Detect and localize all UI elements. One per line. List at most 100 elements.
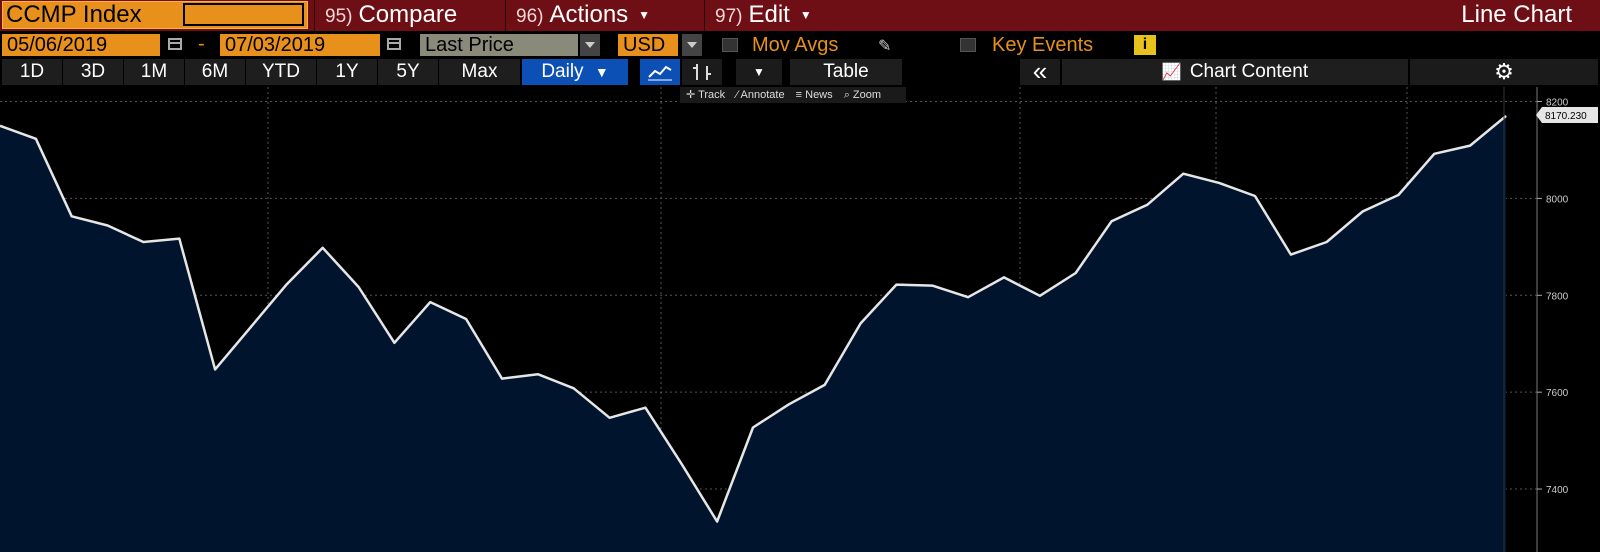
data-point: [895, 284, 897, 286]
chart-tools: ✛ Track ⁄ Annotate ≡ News ⌕ Zoom: [680, 87, 906, 103]
annotate-tool[interactable]: ⁄ Annotate: [736, 89, 785, 101]
zoom-label: Zoom: [852, 89, 882, 101]
range-1d-button[interactable]: 1D: [2, 59, 62, 85]
zoom-tool[interactable]: ⌕ Zoom: [843, 89, 882, 101]
data-point: [1505, 115, 1507, 117]
bar-chart-icon[interactable]: [682, 59, 722, 85]
data-point: [429, 301, 431, 303]
actions-menu-label: Actions: [549, 1, 629, 28]
data-point: [537, 373, 539, 375]
price-area: [0, 116, 1506, 552]
edit-menu-label: Edit: [748, 1, 790, 28]
currency-dropdown[interactable]: [682, 34, 702, 56]
data-point: [680, 462, 682, 464]
data-point: [465, 318, 467, 320]
annotate-label: Annotate: [740, 89, 785, 101]
track-tool[interactable]: ✛ Track: [686, 89, 726, 101]
data-point: [71, 215, 73, 217]
data-point: [1362, 210, 1364, 212]
data-points: [0, 115, 1507, 522]
chart-type-dropdown-icon[interactable]: ▼: [736, 59, 782, 85]
start-date-field[interactable]: 05/06/2019: [2, 34, 160, 56]
y-tick-label: 7800: [1546, 291, 1569, 302]
edit-menu[interactable]: 97) Edit ▼: [704, 0, 852, 31]
key-events-label[interactable]: Key Events: [992, 34, 1094, 56]
chevron-down-icon: ▼: [594, 64, 609, 80]
data-point: [1397, 194, 1399, 196]
data-point: [1433, 153, 1435, 155]
calendar-icon[interactable]: [168, 38, 182, 50]
y-tick-label: 7600: [1546, 388, 1569, 399]
y-tick-label: 8000: [1546, 194, 1569, 205]
compare-menu[interactable]: 95) Compare: [314, 0, 505, 31]
data-point: [1146, 204, 1148, 206]
end-date-field[interactable]: 07/03/2019: [220, 34, 380, 56]
collapse-icon[interactable]: «: [1020, 58, 1060, 85]
calendar-icon[interactable]: [387, 38, 401, 50]
last-value-label: 8170.230: [1536, 106, 1598, 123]
data-point: [0, 125, 1, 127]
data-point: [716, 520, 718, 522]
range-3d-button[interactable]: 3D: [63, 59, 123, 85]
chart-content-label: Chart Content: [1189, 61, 1309, 82]
line-chart-icon[interactable]: [640, 59, 680, 85]
data-point: [286, 283, 288, 285]
mov-avgs-checkbox[interactable]: [722, 38, 738, 52]
key-events-checkbox[interactable]: [960, 38, 976, 52]
last-value-tag: [1536, 106, 1598, 123]
period-select[interactable]: Daily ▼: [522, 59, 628, 85]
data-point: [1326, 241, 1328, 243]
data-point: [1290, 254, 1292, 256]
ticker-input-cursor[interactable]: [183, 3, 304, 26]
edit-menu-number: 97): [715, 6, 743, 27]
last-value-text: 8170.230: [1545, 111, 1587, 122]
actions-menu[interactable]: 96) Actions ▼: [505, 0, 704, 31]
chart-content-icon: 📈: [1161, 64, 1182, 81]
range-6m-button[interactable]: 6M: [185, 59, 245, 85]
data-point: [250, 326, 252, 328]
data-point: [609, 417, 611, 419]
data-point: [788, 403, 790, 405]
track-label: Track: [698, 89, 726, 101]
data-point: [931, 285, 933, 287]
chevron-down-icon: ▼: [799, 8, 812, 22]
period-label: Daily: [541, 61, 584, 82]
data-point: [178, 238, 180, 240]
range-1m-button[interactable]: 1M: [124, 59, 184, 85]
data-point: [1111, 220, 1113, 222]
news-label: News: [805, 89, 833, 101]
compare-menu-label: Compare: [358, 1, 458, 28]
data-point: [1254, 195, 1256, 197]
data-point: [1182, 173, 1184, 175]
range-1y-button[interactable]: 1Y: [317, 59, 377, 85]
y-axis: 7400 7600 7800 8000 8200: [1537, 98, 1569, 496]
data-point: [35, 138, 37, 140]
price-field-select[interactable]: Last Price: [420, 34, 578, 56]
data-point: [1003, 276, 1005, 278]
range-max-button[interactable]: Max: [439, 59, 520, 85]
pencil-icon[interactable]: ✎: [878, 38, 892, 55]
data-point: [322, 247, 324, 249]
mov-avgs-label[interactable]: Mov Avgs: [752, 34, 839, 56]
news-tool[interactable]: ≡ News: [795, 89, 833, 101]
data-point: [860, 322, 862, 324]
data-point: [573, 387, 575, 389]
gear-icon[interactable]: ⚙: [1410, 59, 1598, 85]
data-point: [358, 286, 360, 288]
chevron-down-icon: ▼: [638, 8, 651, 22]
data-point: [1218, 182, 1220, 184]
chart-content-button[interactable]: 📈 Chart Content: [1062, 59, 1408, 85]
currency-select[interactable]: USD: [618, 34, 678, 56]
info-icon[interactable]: i: [1134, 35, 1156, 55]
price-chart[interactable]: 7400 7600 7800 8000 8200 8170.230: [0, 87, 1600, 552]
data-point: [501, 378, 503, 380]
range-ytd-button[interactable]: YTD: [246, 59, 316, 85]
y-tick-label: 8200: [1546, 98, 1569, 109]
range-5y-button[interactable]: 5Y: [378, 59, 438, 85]
data-point: [393, 342, 395, 344]
price-field-dropdown[interactable]: [580, 34, 600, 56]
data-point: [752, 427, 754, 429]
data-point: [1469, 145, 1471, 147]
table-button[interactable]: Table: [790, 59, 902, 85]
data-point: [107, 225, 109, 227]
